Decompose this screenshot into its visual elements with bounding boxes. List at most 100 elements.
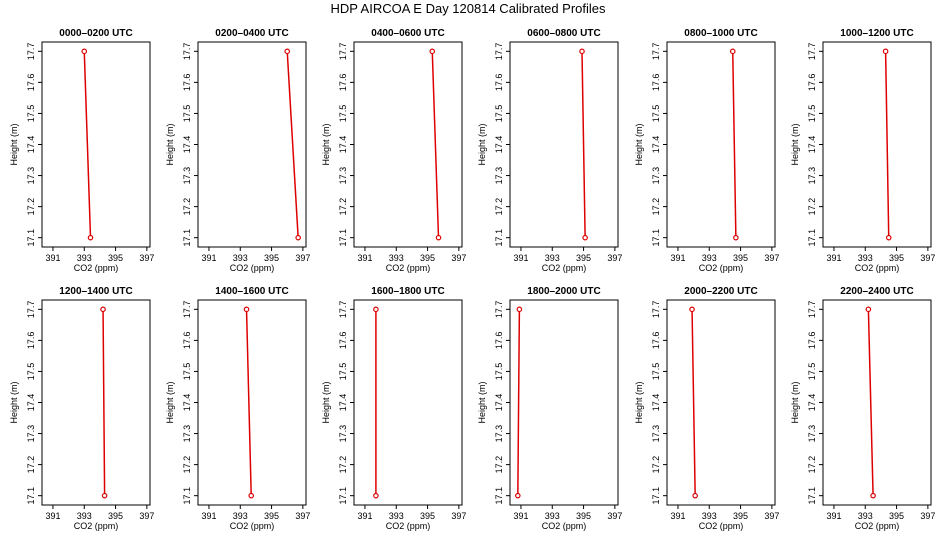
x-axis-label: CO2 (ppm) bbox=[542, 521, 587, 531]
profile-point bbox=[429, 48, 436, 55]
y-tick-label: 17.3 bbox=[182, 425, 192, 443]
profile-point bbox=[101, 492, 108, 499]
y-tick-label: 17.1 bbox=[807, 487, 817, 505]
x-tick-label: 393 bbox=[702, 253, 717, 263]
x-tick-label: 391 bbox=[45, 253, 60, 263]
y-tick-label: 17.3 bbox=[26, 167, 36, 185]
profile-point bbox=[295, 234, 301, 241]
profile-line bbox=[581, 51, 586, 238]
y-tick-label: 17.2 bbox=[494, 456, 504, 474]
y-tick-label: 17.6 bbox=[338, 74, 348, 92]
y-axis-label: Height (m) bbox=[321, 123, 331, 165]
y-axis-label: Height (m) bbox=[790, 123, 800, 165]
panel-title: 2200–2400 UTC bbox=[840, 286, 913, 297]
y-tick-label: 17.4 bbox=[26, 394, 36, 412]
y-tick-label: 17.2 bbox=[807, 456, 817, 474]
profile-point bbox=[733, 234, 739, 241]
profile-panel: 0000–0200 UTC 391 393 395 397 17.1 17.2 17.3 17.… bbox=[9, 28, 154, 273]
y-axis-label: Height (m) bbox=[790, 381, 800, 423]
plot-frame bbox=[353, 41, 463, 248]
y-axis-label: Height (m) bbox=[634, 381, 644, 423]
x-axis-label: CO2 (ppm) bbox=[855, 263, 900, 273]
y-axis-label: Height (m) bbox=[321, 381, 331, 423]
y-tick-label: 17.4 bbox=[182, 136, 192, 154]
profile-panel: 2000–2200 UTC 391 393 395 397 17.1 17.2 17.3 17.… bbox=[634, 286, 779, 531]
y-tick-label: 17.1 bbox=[494, 487, 504, 505]
x-axis-label: CO2 (ppm) bbox=[699, 263, 744, 273]
x-axis-label: CO2 (ppm) bbox=[542, 263, 587, 273]
profile-point bbox=[865, 306, 872, 313]
profile-line bbox=[245, 309, 252, 496]
profile-line bbox=[867, 309, 874, 496]
x-tick-label: 393 bbox=[389, 253, 404, 263]
x-tick-label: 391 bbox=[826, 253, 841, 263]
panel-title: 1000–1200 UTC bbox=[840, 28, 913, 39]
y-tick-label: 17.5 bbox=[807, 363, 817, 381]
y-tick-label: 17.6 bbox=[651, 74, 661, 92]
y-tick-label: 17.2 bbox=[494, 198, 504, 216]
y-tick-label: 17.5 bbox=[338, 105, 348, 123]
panel-title: 0800–1000 UTC bbox=[684, 28, 757, 39]
panel-title: 1800–2000 UTC bbox=[527, 286, 600, 297]
profile-line bbox=[884, 51, 890, 238]
y-tick-label: 17.5 bbox=[494, 363, 504, 381]
y-tick-label: 17.7 bbox=[338, 301, 348, 319]
x-tick-label: 395 bbox=[889, 253, 904, 263]
y-tick-label: 17.6 bbox=[182, 332, 192, 350]
x-tick-label: 395 bbox=[108, 511, 123, 521]
y-tick-label: 17.3 bbox=[651, 425, 661, 443]
y-tick-label: 17.3 bbox=[494, 167, 504, 185]
x-tick-label: 391 bbox=[201, 253, 216, 263]
panel-title: 0000–0200 UTC bbox=[59, 28, 132, 39]
y-tick-label: 17.4 bbox=[338, 394, 348, 412]
panel-title: 0400–0600 UTC bbox=[371, 28, 444, 39]
y-tick-label: 17.1 bbox=[807, 229, 817, 247]
x-axis-label: CO2 (ppm) bbox=[855, 521, 900, 531]
x-tick-label: 393 bbox=[389, 511, 404, 521]
profile-panel: 1200–1400 UTC 391 393 395 397 17.1 17.2 17.3 17.… bbox=[9, 286, 154, 531]
y-tick-label: 17.6 bbox=[807, 332, 817, 350]
x-tick-label: 397 bbox=[920, 253, 935, 263]
y-tick-label: 17.1 bbox=[338, 487, 348, 505]
y-tick-label: 17.5 bbox=[182, 105, 192, 123]
profile-point bbox=[692, 492, 698, 499]
x-tick-label: 391 bbox=[201, 511, 216, 521]
profile-line bbox=[102, 309, 106, 496]
y-tick-label: 17.1 bbox=[338, 229, 348, 247]
profile-panel: 0800–1000 UTC 391 393 395 397 17.1 17.2 17.3 17.… bbox=[634, 28, 779, 273]
x-tick-label: 395 bbox=[264, 511, 279, 521]
y-tick-label: 17.3 bbox=[494, 425, 504, 443]
y-tick-label: 17.7 bbox=[651, 43, 661, 61]
profile-point bbox=[284, 48, 291, 55]
panel-title: 0200–0400 UTC bbox=[215, 28, 288, 39]
x-tick-label: 395 bbox=[420, 253, 435, 263]
x-tick-label: 397 bbox=[607, 253, 622, 263]
x-tick-label: 395 bbox=[264, 253, 279, 263]
plot-frame bbox=[41, 299, 151, 506]
y-tick-label: 17.5 bbox=[651, 363, 661, 381]
profile-point bbox=[882, 48, 889, 55]
y-tick-label: 17.6 bbox=[338, 332, 348, 350]
profile-point bbox=[885, 234, 892, 241]
x-tick-label: 397 bbox=[451, 253, 466, 263]
x-tick-label: 395 bbox=[733, 253, 748, 263]
x-tick-label: 393 bbox=[233, 253, 248, 263]
y-tick-label: 17.3 bbox=[651, 167, 661, 185]
plot-frame bbox=[666, 299, 776, 506]
y-axis-label: Height (m) bbox=[165, 381, 175, 423]
panel-title: 1600–1800 UTC bbox=[371, 286, 444, 297]
profile-panel: 1400–1600 UTC 391 393 395 397 17.1 17.2 17.3 17.… bbox=[165, 286, 310, 531]
x-tick-label: 395 bbox=[576, 511, 591, 521]
profile-panel: 0400–0600 UTC 391 393 395 397 17.1 17.2 17.3 17.… bbox=[321, 28, 466, 273]
x-tick-label: 391 bbox=[670, 253, 685, 263]
y-axis-label: Height (m) bbox=[9, 381, 19, 423]
profile-panel: 1000–1200 UTC 391 393 395 397 17.1 17.2 17.3 17.… bbox=[790, 28, 935, 273]
profile-point bbox=[243, 306, 250, 313]
figure-title: HDP AIRCOA E Day 120814 Calibrated Profi… bbox=[330, 1, 606, 16]
x-tick-label: 397 bbox=[607, 511, 622, 521]
profile-point bbox=[81, 48, 88, 55]
x-tick-label: 391 bbox=[826, 511, 841, 521]
y-tick-label: 17.3 bbox=[807, 167, 817, 185]
profile-panel: 1600–1800 UTC 391 393 395 397 17.1 17.2 17.3 17.… bbox=[321, 286, 466, 531]
plot-frame bbox=[197, 41, 307, 248]
